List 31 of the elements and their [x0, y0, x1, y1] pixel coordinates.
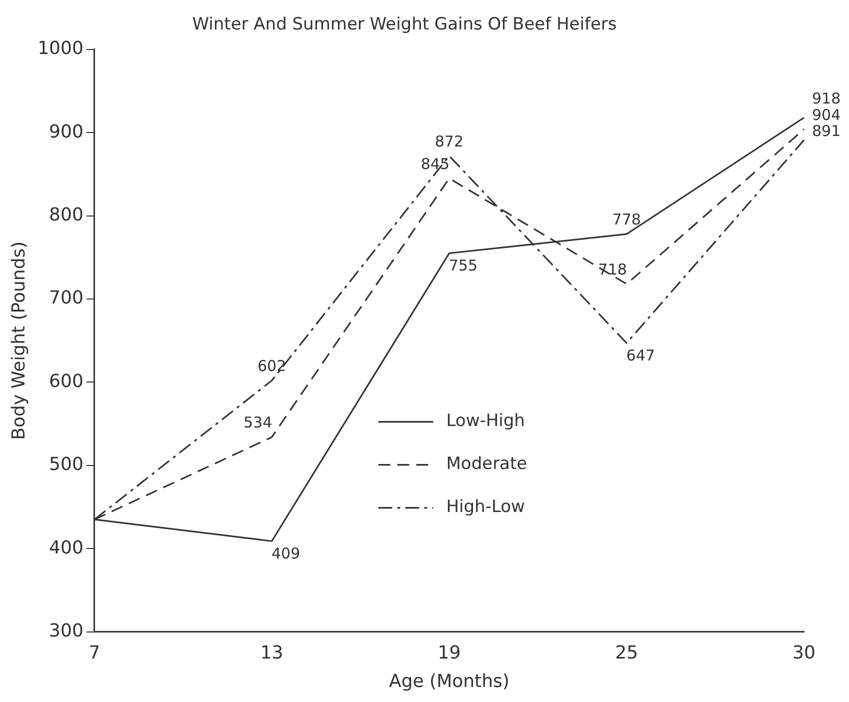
- data-label: 602: [257, 356, 286, 375]
- y-tick-label: 1000: [38, 38, 84, 60]
- data-label: 647: [626, 346, 655, 364]
- data-label: 904: [812, 106, 841, 124]
- y-axis-title: Body Weight (Pounds): [8, 241, 30, 440]
- y-tick-label: 800: [49, 204, 84, 226]
- y-tick-label: 700: [49, 288, 84, 309]
- x-tick-label: 30: [792, 642, 816, 664]
- x-axis-title: Age (Months): [389, 670, 510, 692]
- legend-label: High-Low: [446, 497, 526, 518]
- x-tick-label: 25: [615, 642, 638, 664]
- y-tick-label: 400: [49, 537, 84, 558]
- data-label: 718: [598, 260, 627, 278]
- legend-label: Moderate: [446, 454, 528, 474]
- y-tick-label: 300: [49, 620, 84, 642]
- data-label: 755: [448, 256, 478, 275]
- x-tick-label: 7: [88, 642, 100, 664]
- data-label: 872: [434, 132, 464, 150]
- data-label: 409: [271, 544, 300, 563]
- y-tick-label: 500: [49, 454, 84, 476]
- data-label: 845: [420, 154, 450, 173]
- data-label: 778: [612, 210, 641, 228]
- x-tick-label: 13: [260, 642, 284, 664]
- legend-label: Low-High: [446, 411, 525, 432]
- y-tick-label: 900: [49, 121, 84, 142]
- data-label: 891: [812, 122, 841, 140]
- x-tick-label: 19: [438, 642, 461, 664]
- data-label: 534: [243, 414, 272, 432]
- data-label: 918: [812, 90, 841, 108]
- y-tick-label: 600: [49, 370, 84, 392]
- chart-title: Winter And Summer Weight Gains Of Beef Heifers: [192, 14, 617, 35]
